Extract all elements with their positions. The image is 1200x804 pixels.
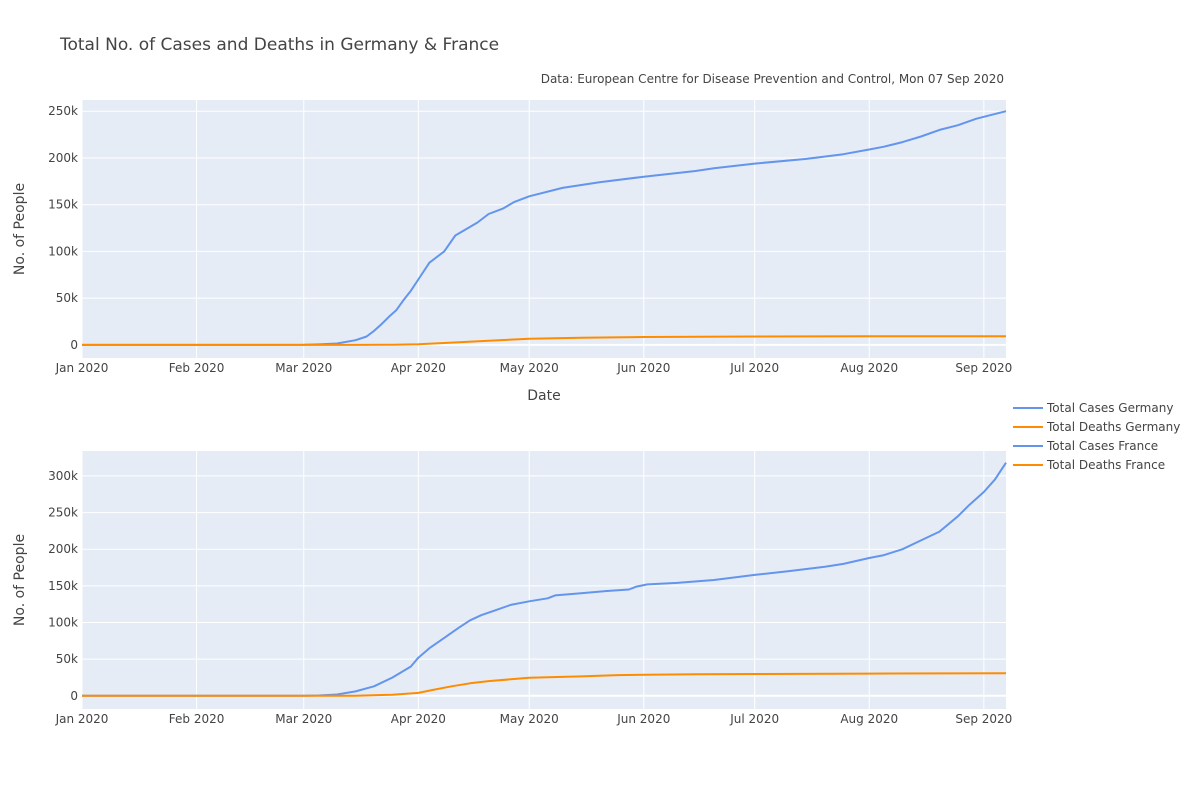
x-tick-label: Apr 2020 bbox=[391, 712, 446, 726]
x-tick-label: Aug 2020 bbox=[840, 361, 898, 375]
y-tick-label: 200k bbox=[48, 542, 78, 556]
source-note: Data: European Centre for Disease Preven… bbox=[541, 72, 1004, 86]
y-axis-title: No. of People bbox=[12, 183, 28, 275]
x-tick-label: Mar 2020 bbox=[275, 712, 332, 726]
x-tick-label: Jun 2020 bbox=[616, 361, 670, 375]
x-tick-label: Feb 2020 bbox=[169, 361, 225, 375]
plot-area bbox=[82, 451, 1006, 709]
y-tick-label: 250k bbox=[48, 104, 78, 118]
legend-label: Total Deaths Germany bbox=[1046, 420, 1180, 434]
chart-title: Total No. of Cases and Deaths in Germany… bbox=[59, 35, 499, 55]
y-tick-label: 50k bbox=[56, 291, 78, 305]
x-tick-label: Aug 2020 bbox=[840, 712, 898, 726]
x-tick-label: May 2020 bbox=[500, 361, 559, 375]
x-tick-label: Jan 2020 bbox=[55, 712, 109, 726]
y-tick-label: 150k bbox=[48, 579, 78, 593]
subplot-france: Jan 2020 Feb 2020 Mar 2020 Apr 2020 May 2020… bbox=[12, 451, 1012, 726]
y-tick-label: 0 bbox=[70, 689, 78, 703]
x-tick-label: Jan 2020 bbox=[55, 361, 109, 375]
x-tick-label: Apr 2020 bbox=[391, 361, 446, 375]
x-tick-label: May 2020 bbox=[500, 712, 559, 726]
y-tick-label: 200k bbox=[48, 151, 78, 165]
x-tick-label: Sep 2020 bbox=[955, 712, 1012, 726]
y-tick-label: 100k bbox=[48, 616, 78, 630]
legend-label: Total Deaths France bbox=[1046, 458, 1165, 472]
y-tick-label: 100k bbox=[48, 244, 78, 258]
legend-label: Total Cases Germany bbox=[1046, 401, 1173, 415]
x-tick-label: Jul 2020 bbox=[729, 361, 779, 375]
x-tick-label: Jun 2020 bbox=[616, 712, 670, 726]
plot-area bbox=[82, 100, 1006, 358]
x-tick-label: Mar 2020 bbox=[275, 361, 332, 375]
x-axis-title: Date bbox=[527, 388, 560, 404]
x-tick-label: Feb 2020 bbox=[169, 712, 225, 726]
y-tick-label: 0 bbox=[70, 338, 78, 352]
y-tick-label: 250k bbox=[48, 506, 78, 520]
legend-label: Total Cases France bbox=[1046, 439, 1158, 453]
y-tick-label: 300k bbox=[48, 469, 78, 483]
y-axis-title: No. of People bbox=[12, 534, 28, 626]
x-tick-label: Jul 2020 bbox=[729, 712, 779, 726]
x-tick-label: Sep 2020 bbox=[955, 361, 1012, 375]
y-tick-label: 150k bbox=[48, 198, 78, 212]
y-tick-label: 50k bbox=[56, 652, 78, 666]
